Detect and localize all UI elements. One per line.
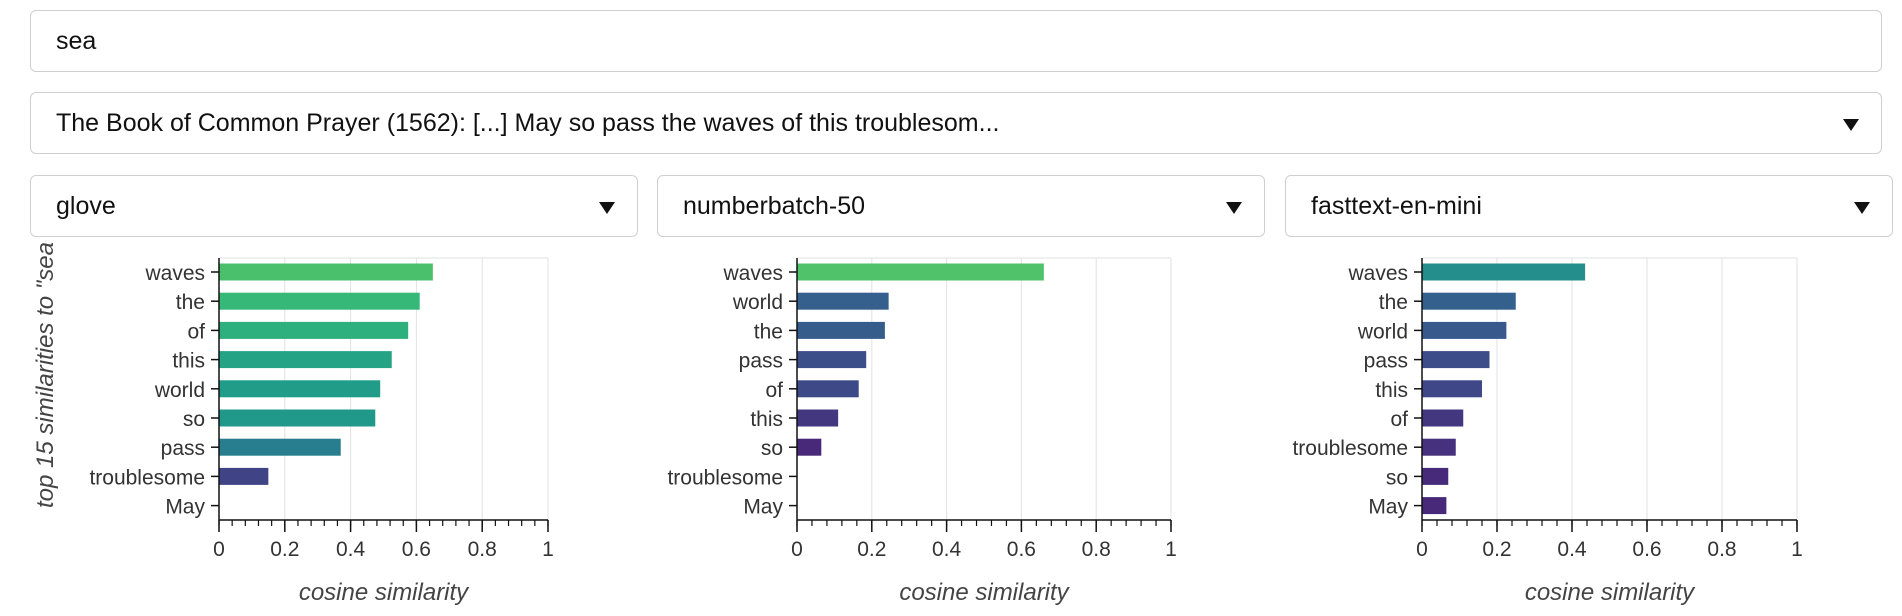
chart-panel-3: waves the world pass this of troublesome so May 0…: [1292, 257, 1803, 606]
model-select-1-value: glove: [56, 192, 116, 220]
x-tick-label: 0.8: [1707, 538, 1736, 561]
model-select-3-value: fasttext-en-mini: [1311, 192, 1482, 220]
caret-down-icon: [1854, 202, 1870, 214]
bar-pass: [797, 351, 867, 369]
bar-waves: [1422, 263, 1586, 281]
x-tick-label: 0: [791, 538, 803, 561]
category-label: world: [1357, 320, 1408, 343]
category-label: waves: [144, 262, 205, 285]
category-label: the: [176, 291, 205, 314]
caret-down-icon: [599, 202, 615, 214]
x-tick-label: 0.2: [1482, 538, 1511, 561]
x-tick-label: 0.4: [932, 538, 962, 561]
bar-of: [219, 321, 409, 339]
bar-the: [219, 292, 420, 310]
bar-world: [1422, 321, 1507, 339]
bar-world: [797, 292, 889, 310]
chart-panel-1: waves the of this world so pass troublesome May 0…: [89, 257, 554, 606]
x-tick-label: 0.6: [1007, 538, 1036, 561]
x-tick-label: 0.4: [1557, 538, 1587, 561]
x-tick-label: 1: [1791, 538, 1803, 561]
category-label: troublesome: [89, 466, 205, 489]
y-axis-title: top 15 similarities to "sea: [32, 242, 59, 508]
caret-down-icon: [1226, 202, 1242, 214]
x-tick-label: 1: [542, 538, 554, 561]
x-tick-label: 0: [1416, 538, 1428, 561]
x-tick-label: 0.8: [468, 538, 497, 561]
query-input[interactable]: sea: [30, 10, 1882, 72]
x-tick-label: 0: [213, 538, 225, 561]
category-label: of: [187, 320, 205, 343]
bar-waves: [797, 263, 1044, 281]
bar-of: [1422, 409, 1464, 427]
x-tick-label: 0.2: [857, 538, 886, 561]
bar-waves: [219, 263, 433, 281]
category-label: this: [1375, 379, 1408, 402]
category-label: May: [165, 496, 205, 519]
x-tick-label: 1: [1165, 538, 1177, 561]
category-label: troublesome: [667, 466, 783, 489]
category-label: world: [154, 379, 205, 402]
category-label: of: [1390, 408, 1408, 431]
category-label: the: [1379, 291, 1408, 314]
category-label: this: [172, 350, 205, 373]
x-tick-label: 0.2: [270, 538, 299, 561]
document-select[interactable]: The Book of Common Prayer (1562): [...] …: [30, 92, 1882, 154]
category-label: pass: [739, 350, 783, 373]
category-label: waves: [722, 262, 783, 285]
category-label: May: [743, 496, 783, 519]
x-tick-label: 0.8: [1082, 538, 1111, 561]
chart-panel-2: waves world the pass of this so troublesome May 0…: [667, 257, 1177, 606]
category-label: pass: [1364, 350, 1408, 373]
category-label: this: [750, 408, 783, 431]
model-select-3[interactable]: fasttext-en-mini: [1285, 175, 1893, 237]
bar-the: [797, 321, 885, 339]
category-label: so: [183, 408, 205, 431]
query-input-value: sea: [56, 27, 97, 55]
bar-May: [1422, 497, 1447, 515]
document-select-value: The Book of Common Prayer (1562): [...] …: [56, 109, 1000, 137]
bar-the: [1422, 292, 1516, 310]
category-label: the: [754, 320, 783, 343]
category-label: so: [761, 437, 783, 460]
bar-of: [797, 380, 859, 398]
bar-so: [219, 409, 376, 427]
x-axis-label: cosine similarity: [899, 579, 1070, 606]
category-label: waves: [1347, 262, 1408, 285]
bar-so: [1422, 467, 1449, 485]
bar-pass: [219, 438, 341, 456]
x-axis-label: cosine similarity: [299, 579, 470, 606]
bar-this: [797, 409, 839, 427]
x-tick-label: 0.6: [1632, 538, 1661, 561]
bar-troublesome: [1422, 438, 1456, 456]
model-select-2[interactable]: numberbatch-50: [657, 175, 1265, 237]
category-label: troublesome: [1292, 437, 1408, 460]
category-label: pass: [161, 437, 205, 460]
bar-so: [797, 438, 822, 456]
bar-this: [219, 351, 392, 369]
caret-down-icon: [1843, 119, 1859, 131]
bar-troublesome: [219, 467, 269, 485]
bar-pass: [1422, 351, 1490, 369]
model-select-2-value: numberbatch-50: [683, 192, 866, 220]
bar-world: [219, 380, 381, 398]
x-tick-label: 0.6: [402, 538, 431, 561]
category-label: May: [1368, 496, 1408, 519]
category-label: of: [765, 379, 783, 402]
category-label: world: [732, 291, 783, 314]
bar-this: [1422, 380, 1482, 398]
x-axis-label: cosine similarity: [1525, 579, 1696, 606]
category-label: so: [1386, 466, 1408, 489]
x-tick-label: 0.4: [336, 538, 366, 561]
model-select-1[interactable]: glove: [30, 175, 638, 237]
